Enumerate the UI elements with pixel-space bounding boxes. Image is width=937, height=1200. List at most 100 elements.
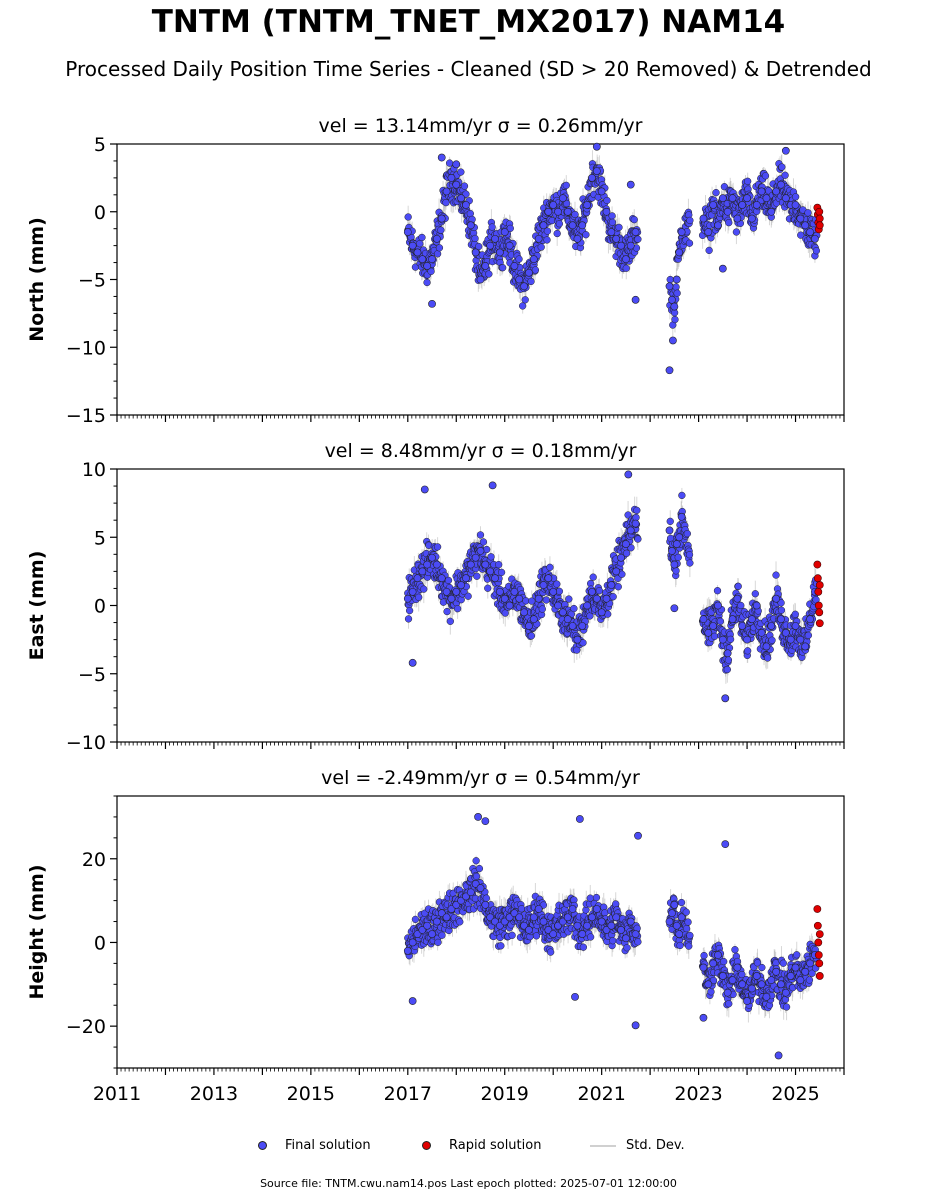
final-point bbox=[588, 173, 596, 182]
final-point bbox=[723, 665, 731, 674]
final-point bbox=[539, 221, 548, 230]
final-point bbox=[481, 560, 490, 569]
final-point bbox=[752, 201, 761, 209]
rapid-point bbox=[815, 207, 824, 216]
final-point bbox=[670, 560, 679, 569]
final-point bbox=[418, 233, 426, 242]
final-point bbox=[622, 264, 630, 272]
final-point bbox=[445, 159, 454, 167]
final-point bbox=[728, 194, 737, 203]
final-point bbox=[403, 594, 412, 603]
final-point bbox=[748, 214, 756, 223]
final-point bbox=[416, 240, 424, 248]
final-point bbox=[675, 248, 684, 257]
final-point bbox=[457, 194, 466, 203]
y-tick-label: −10 bbox=[66, 337, 106, 359]
x-tick-label: 2011 bbox=[93, 1083, 141, 1105]
final-point bbox=[665, 366, 674, 375]
final-point bbox=[408, 587, 417, 596]
final-point bbox=[614, 583, 622, 591]
final-point bbox=[796, 214, 805, 223]
rapid-point bbox=[813, 574, 822, 583]
rapid-point bbox=[815, 221, 824, 230]
final-point bbox=[432, 234, 441, 243]
final-point bbox=[555, 220, 564, 228]
final-point bbox=[521, 296, 529, 304]
final-point bbox=[437, 574, 446, 583]
final-point bbox=[670, 302, 679, 311]
final-point bbox=[408, 658, 417, 667]
final-point bbox=[553, 229, 561, 238]
final-point bbox=[558, 608, 567, 617]
final-point bbox=[549, 587, 558, 596]
y-tick-label: −5 bbox=[78, 664, 106, 686]
y-tick-label: 5 bbox=[94, 134, 106, 156]
final-point bbox=[553, 580, 561, 588]
final-point bbox=[488, 223, 496, 231]
final-point bbox=[665, 526, 674, 535]
panel-title: vel = 13.14mm/yr σ = 0.26mm/yr bbox=[319, 115, 643, 137]
final-point bbox=[433, 250, 442, 258]
y-axis-label: East (mm) bbox=[26, 551, 48, 661]
final-point bbox=[791, 622, 800, 630]
final-point bbox=[443, 607, 451, 616]
x-tick-label: 2021 bbox=[577, 1083, 625, 1105]
final-point bbox=[452, 180, 461, 189]
final-point bbox=[592, 167, 601, 175]
final-point bbox=[531, 266, 540, 274]
final-point bbox=[534, 234, 543, 243]
final-point bbox=[733, 214, 742, 223]
final-point bbox=[607, 228, 616, 236]
final-point bbox=[588, 587, 596, 596]
final-point bbox=[633, 506, 641, 514]
final-point bbox=[723, 649, 732, 658]
y-tick-label: −5 bbox=[78, 270, 106, 292]
y-axis-label: North (mm) bbox=[26, 217, 48, 342]
final-point bbox=[563, 615, 572, 624]
final-point bbox=[437, 226, 445, 234]
final-point bbox=[462, 190, 470, 198]
final-point bbox=[573, 234, 582, 243]
final-point bbox=[447, 173, 456, 182]
final-point bbox=[497, 568, 506, 577]
final-point bbox=[515, 275, 524, 284]
final-point bbox=[537, 243, 545, 251]
final-point bbox=[515, 255, 523, 263]
final-point bbox=[484, 584, 492, 592]
final-point bbox=[539, 581, 548, 589]
final-point bbox=[418, 255, 427, 264]
final-point bbox=[495, 587, 504, 596]
final-point bbox=[612, 567, 621, 576]
final-point bbox=[519, 302, 527, 310]
final-point bbox=[485, 270, 493, 278]
final-point bbox=[674, 553, 682, 562]
final-point bbox=[592, 594, 601, 603]
final-point bbox=[471, 234, 479, 243]
final-point bbox=[476, 547, 485, 555]
final-point bbox=[423, 278, 431, 287]
final-point bbox=[442, 198, 450, 207]
y-tick-label: −15 bbox=[66, 405, 106, 427]
final-point bbox=[505, 241, 514, 250]
final-point bbox=[777, 180, 785, 189]
axes-frame bbox=[116, 795, 845, 1069]
final-point bbox=[767, 207, 776, 216]
rapid-point bbox=[815, 581, 824, 589]
final-point bbox=[726, 635, 735, 644]
final-point bbox=[612, 234, 621, 243]
final-point bbox=[631, 228, 640, 236]
final-point bbox=[757, 187, 766, 196]
final-point bbox=[549, 201, 558, 209]
final-point bbox=[442, 587, 451, 596]
final-point bbox=[413, 574, 422, 583]
rapid-point bbox=[815, 619, 824, 628]
final-point bbox=[554, 601, 562, 610]
final-point bbox=[806, 615, 814, 624]
final-point bbox=[804, 209, 812, 217]
final-point bbox=[543, 227, 552, 235]
final-point bbox=[718, 264, 727, 273]
final-point bbox=[457, 168, 465, 176]
final-point bbox=[481, 262, 490, 270]
final-point bbox=[796, 635, 805, 644]
page-subtitle: Processed Daily Position Time Series - C… bbox=[65, 57, 872, 81]
